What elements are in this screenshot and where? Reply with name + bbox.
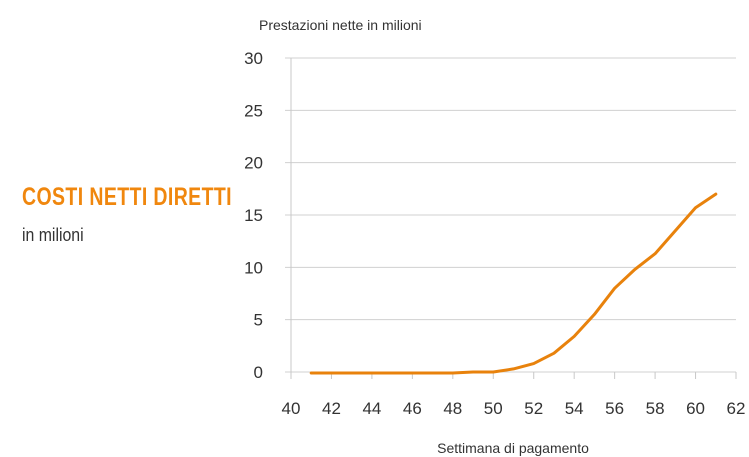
x-tick-label: 56 [605, 399, 624, 418]
x-tick-label: 62 [727, 399, 746, 418]
axes [290, 58, 737, 379]
y-tick-label: 15 [244, 206, 263, 225]
tick-labels: 0 5 10 15 20 25 30 40 42 44 46 48 50 52 54 56 58 60 62 [244, 49, 745, 418]
x-tick-label: 40 [282, 399, 301, 418]
x-tick-label: 42 [322, 399, 341, 418]
side-subtitle: in milioni [22, 225, 84, 245]
x-tick-label: 60 [686, 399, 705, 418]
series-layer [309, 192, 718, 375]
y-tick-label: 20 [244, 154, 263, 173]
x-tick-label: 46 [403, 399, 422, 418]
y-axis-title: Prestazioni nette in milioni [259, 17, 422, 33]
x-tick-label: 52 [524, 399, 543, 418]
y-tick-label: 30 [244, 49, 263, 68]
x-tick-label: 58 [646, 399, 665, 418]
y-tick-label: 25 [244, 101, 263, 120]
x-tick-label: 48 [443, 399, 462, 418]
y-tick-label: 5 [254, 311, 263, 330]
series-line [309, 192, 718, 375]
y-tick-label: 10 [244, 258, 263, 277]
side-title: COSTI NETTI DIRETTI [22, 183, 232, 211]
x-axis-title: Settimana di pagamento [437, 440, 589, 456]
grid-lines [285, 57, 736, 373]
y-tick-label: 0 [254, 363, 263, 382]
x-tick-label: 50 [484, 399, 503, 418]
x-tick-label: 54 [565, 399, 584, 418]
x-tick-label: 44 [362, 399, 381, 418]
